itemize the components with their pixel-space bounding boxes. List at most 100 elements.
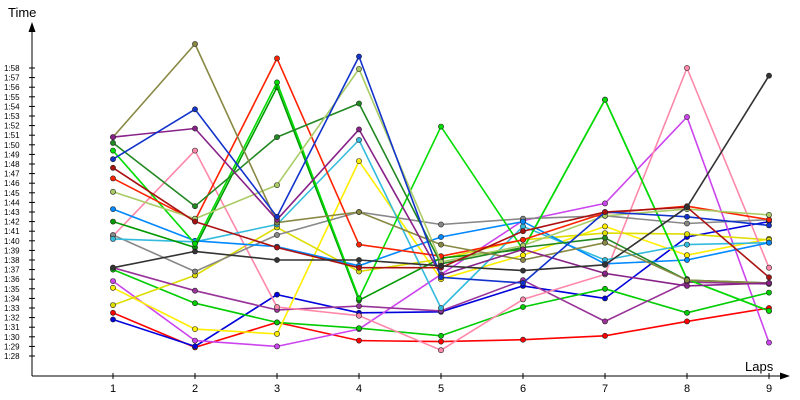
- data-point: [192, 326, 198, 332]
- y-tick-label: 1:37: [4, 266, 20, 275]
- data-point: [110, 134, 116, 140]
- y-tick-label: 1:41: [4, 227, 20, 236]
- data-point: [602, 295, 608, 302]
- data-point: [520, 304, 526, 310]
- data-point: [192, 125, 198, 132]
- y-tick-label: 1:47: [4, 170, 20, 179]
- data-point: [766, 339, 772, 346]
- data-point: [766, 274, 772, 281]
- data-point: [766, 289, 772, 296]
- data-point: [274, 182, 280, 188]
- data-point: [110, 206, 116, 212]
- data-point: [356, 66, 362, 72]
- data-point: [602, 270, 608, 277]
- y-axis-label: Time: [8, 5, 36, 20]
- data-point: [684, 257, 690, 263]
- y-tick-label: 1:35: [4, 285, 20, 294]
- data-point: [520, 336, 526, 343]
- data-point: [110, 284, 116, 291]
- data-point: [684, 114, 690, 120]
- data-point: [356, 209, 362, 215]
- data-point: [356, 264, 362, 271]
- y-tick-label: 1:33: [4, 304, 20, 313]
- data-point: [520, 246, 526, 253]
- data-point: [520, 280, 526, 286]
- x-axis-arrow: [780, 372, 790, 380]
- series-21: [110, 72, 772, 274]
- data-point: [438, 332, 444, 339]
- data-point: [602, 261, 608, 268]
- data-point: [684, 213, 690, 220]
- data-point: [274, 343, 280, 350]
- data-point: [110, 309, 116, 316]
- data-point: [192, 240, 198, 247]
- data-point: [520, 223, 526, 230]
- data-point: [684, 204, 690, 211]
- data-point: [602, 200, 608, 207]
- data-point: [356, 158, 362, 164]
- x-tick-label: 5: [438, 383, 444, 395]
- y-tick-label: 1:39: [4, 246, 20, 255]
- y-tick-label: 1:31: [4, 323, 20, 332]
- data-point: [684, 65, 690, 71]
- data-point: [274, 291, 280, 298]
- x-tick-label: 6: [520, 383, 526, 395]
- series-14: [110, 55, 772, 260]
- y-tick-label: 1:58: [4, 64, 20, 73]
- data-point: [110, 302, 116, 308]
- y-tick-label: 1:36: [4, 275, 20, 284]
- data-point: [766, 239, 772, 246]
- data-point: [766, 72, 772, 79]
- data-point: [356, 137, 362, 143]
- y-tick-label: 1:44: [4, 198, 20, 207]
- data-point: [602, 234, 608, 241]
- data-point: [192, 287, 198, 294]
- data-point: [274, 257, 280, 263]
- y-tick-label: 1:29: [4, 342, 20, 351]
- y-tick-label: 1:50: [4, 141, 20, 150]
- data-point: [274, 55, 280, 62]
- y-tick-label: 1:34: [4, 294, 20, 303]
- data-point: [520, 236, 526, 243]
- data-point: [274, 304, 280, 310]
- data-point: [438, 221, 444, 228]
- data-point: [438, 347, 444, 354]
- x-tick-label: 2: [192, 383, 198, 395]
- data-point: [684, 252, 690, 259]
- data-point: [192, 147, 198, 154]
- data-point: [684, 282, 690, 289]
- data-point: [110, 156, 116, 163]
- y-tick-label: 1:57: [4, 74, 20, 83]
- data-point: [274, 134, 280, 140]
- y-tick-label: 1:32: [4, 314, 20, 323]
- data-point: [192, 203, 198, 210]
- y-tick-label: 1:51: [4, 131, 20, 140]
- data-point: [684, 309, 690, 316]
- data-point: [602, 318, 608, 325]
- data-point: [356, 257, 362, 263]
- data-point: [766, 222, 772, 229]
- x-tick-label: 1: [110, 383, 116, 395]
- y-tick-label: 1:38: [4, 256, 20, 265]
- y-tick-label: 1:28: [4, 352, 20, 361]
- data-point: [274, 232, 280, 238]
- data-point: [110, 139, 116, 146]
- data-point: [274, 330, 280, 337]
- data-point: [110, 264, 116, 271]
- data-point: [192, 268, 198, 275]
- data-point: [438, 274, 444, 281]
- data-point: [520, 296, 526, 303]
- x-tick-label: 4: [356, 383, 362, 395]
- data-point: [110, 316, 116, 323]
- data-point: [438, 262, 444, 269]
- data-point: [602, 239, 608, 246]
- y-tick-label: 1:42: [4, 218, 20, 227]
- y-tick-label: 1:55: [4, 93, 20, 102]
- data-point: [766, 264, 772, 271]
- y-tick-label: 1:48: [4, 160, 20, 169]
- series-4: [110, 266, 772, 339]
- y-tick-label: 1:46: [4, 179, 20, 188]
- data-point: [766, 211, 772, 218]
- axes: 1:281:291:301:311:321:331:341:351:361:37…: [4, 22, 790, 395]
